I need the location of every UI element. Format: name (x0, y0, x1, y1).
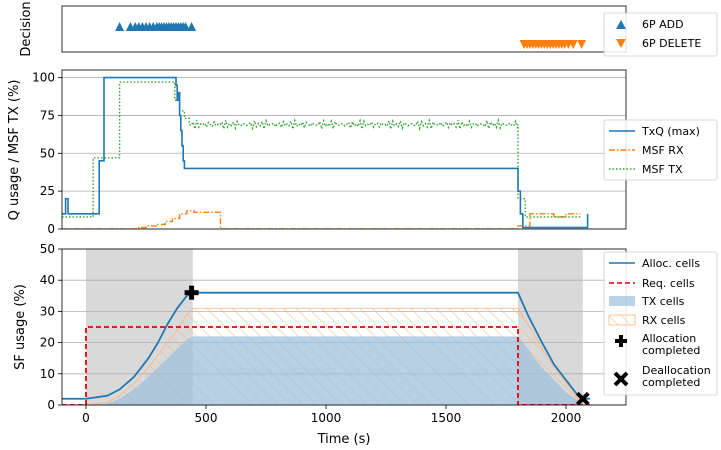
sf-ytick-label-0: 0 (47, 398, 55, 412)
msf-rx-series (62, 210, 581, 229)
6p-add-marker-20 (181, 22, 191, 31)
queue-ytick-label-75: 75 (40, 108, 55, 122)
queue-panel: 0 25 50 75 100 Q usage / MSF TX (%) (7, 69, 627, 236)
legend-rx-cells-label: RX cells (642, 314, 686, 327)
sf-ytick-label-40: 40 (40, 273, 55, 287)
legend-msf-tx-label: MSF TX (642, 163, 683, 176)
sf-ytick-label-50: 50 (40, 242, 55, 256)
legend-msf-rx-label: MSF RX (642, 144, 684, 157)
legend-6p-add-label: 6P ADD (642, 18, 684, 31)
queue-ytick-label-25: 25 (40, 184, 55, 198)
legend-6p-add-marker (616, 20, 626, 29)
decision-legend: 6P ADD 6P DELETE (603, 12, 718, 57)
legend-txq-label: TxQ (max) (641, 125, 700, 138)
decision-panel: Decision (19, 1, 627, 57)
sf-panel: 0 10 20 30 40 50 0 500 1000 1500 2000 SF usage (%… (13, 242, 627, 447)
decision-legend-box (603, 12, 718, 57)
legend-deallocation-label: Deallocation completed (642, 364, 714, 389)
decision-ylabel: Decision (19, 1, 34, 56)
sf-xtick-label-500: 500 (195, 411, 218, 425)
legend-allocation-marker (615, 335, 627, 347)
sf-xtick-label-1500: 1500 (431, 411, 462, 425)
sf-ytick-label-10: 10 (40, 367, 55, 381)
sf-xtick-label-1000: 1000 (311, 411, 342, 425)
6p-delete-marker-17 (577, 40, 587, 49)
legend-tx-cells-swatch (609, 296, 635, 306)
queue-legend: TxQ (max) MSF RX MSF TX (603, 119, 718, 181)
queue-frame (61, 69, 627, 230)
6p-delete-marker-16 (568, 40, 578, 49)
alloc-cells-series (62, 291, 590, 400)
legend-tx-cells-label: TX cells (641, 295, 685, 308)
legend-rx-cells-swatch (608, 314, 636, 326)
queue-ytick-label-50: 50 (40, 146, 55, 160)
deallocation-completed-marker-0 (575, 391, 590, 405)
sf-xtick-label-0: 0 (82, 411, 90, 425)
legend-alloc-label: Alloc. cells (642, 257, 700, 270)
sf-ytick-label-30: 30 (40, 304, 55, 318)
queue-ytick-label-0: 0 (47, 222, 55, 236)
6p-add-marker-21 (187, 22, 197, 31)
legend-req-label: Req. cells (642, 277, 695, 290)
sf-xtick-label-2000: 2000 (551, 411, 582, 425)
legend-deallocation-marker (613, 371, 629, 387)
6p-add-marker-0 (115, 22, 125, 31)
sf-ytick-label-20: 20 (40, 336, 55, 350)
allocation-completed-marker-0 (184, 285, 199, 300)
tx-cells-area (62, 336, 583, 405)
txq-max-series (62, 76, 589, 229)
legend-6p-delete-label: 6P DELETE (642, 37, 701, 50)
queue-legend-box (603, 119, 718, 181)
msf-tx-series (62, 81, 581, 218)
sf-legend-box (603, 251, 718, 396)
sf-ylabel: SF usage (%) (13, 284, 28, 370)
sf-xlabel: Time (s) (317, 432, 371, 447)
sf-legend: Alloc. cells Req. cells TX cells RX cell… (603, 251, 718, 396)
legend-allocation-label: Allocation completed (642, 332, 700, 357)
legend-6p-delete-marker (616, 39, 626, 48)
queue-ytick-label-100: 100 (32, 71, 55, 85)
queue-ylabel: Q usage / MSF TX (%) (7, 80, 22, 221)
